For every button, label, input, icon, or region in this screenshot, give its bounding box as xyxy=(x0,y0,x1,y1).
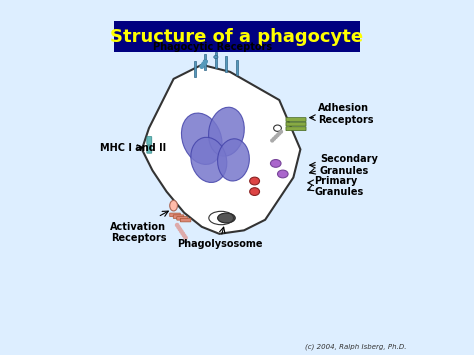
FancyArrow shape xyxy=(204,54,206,70)
Ellipse shape xyxy=(209,107,244,156)
Text: Secondary
Granules: Secondary Granules xyxy=(320,154,378,176)
Text: Phagolysosome: Phagolysosome xyxy=(177,239,262,249)
Circle shape xyxy=(274,136,277,138)
FancyArrow shape xyxy=(225,56,228,72)
PathPatch shape xyxy=(142,65,301,234)
Ellipse shape xyxy=(218,213,235,223)
Circle shape xyxy=(180,230,183,233)
FancyBboxPatch shape xyxy=(286,122,306,126)
Text: (c) 2004, Ralph Isberg, Ph.D.: (c) 2004, Ralph Isberg, Ph.D. xyxy=(305,344,406,350)
Text: Primary
Granules: Primary Granules xyxy=(314,175,364,197)
Ellipse shape xyxy=(170,200,177,211)
Text: Structure of a phagocyte: Structure of a phagocyte xyxy=(110,28,364,45)
FancyBboxPatch shape xyxy=(147,137,152,144)
Ellipse shape xyxy=(250,188,260,196)
Circle shape xyxy=(276,134,279,137)
FancyArrow shape xyxy=(194,61,196,77)
Circle shape xyxy=(175,223,179,226)
Ellipse shape xyxy=(218,139,249,181)
Circle shape xyxy=(273,137,275,140)
Ellipse shape xyxy=(273,125,282,131)
Ellipse shape xyxy=(271,159,281,167)
FancyBboxPatch shape xyxy=(173,215,184,218)
Circle shape xyxy=(184,236,187,239)
Circle shape xyxy=(271,139,273,142)
Text: MHC I and II: MHC I and II xyxy=(100,143,166,153)
Circle shape xyxy=(200,65,203,68)
Circle shape xyxy=(278,132,281,135)
FancyBboxPatch shape xyxy=(180,218,191,222)
Ellipse shape xyxy=(277,170,288,178)
FancyBboxPatch shape xyxy=(147,146,152,153)
Circle shape xyxy=(182,234,186,237)
FancyBboxPatch shape xyxy=(286,118,306,121)
FancyBboxPatch shape xyxy=(170,213,180,217)
Circle shape xyxy=(177,225,180,229)
FancyBboxPatch shape xyxy=(286,127,306,131)
Ellipse shape xyxy=(214,55,218,59)
Circle shape xyxy=(203,60,207,64)
FancyBboxPatch shape xyxy=(177,217,187,220)
FancyArrow shape xyxy=(236,60,238,75)
Ellipse shape xyxy=(182,113,222,164)
Text: Adhesion
Receptors: Adhesion Receptors xyxy=(318,103,374,125)
FancyBboxPatch shape xyxy=(114,21,360,53)
Text: Activation
Receptors: Activation Receptors xyxy=(110,222,166,243)
Text: Phagocytic Receptors: Phagocytic Receptors xyxy=(153,43,272,53)
Circle shape xyxy=(178,228,182,231)
FancyArrow shape xyxy=(215,53,217,68)
Ellipse shape xyxy=(203,60,208,63)
Ellipse shape xyxy=(191,137,227,182)
Circle shape xyxy=(280,130,283,133)
Circle shape xyxy=(202,62,205,66)
Ellipse shape xyxy=(250,177,260,185)
Circle shape xyxy=(181,232,184,235)
